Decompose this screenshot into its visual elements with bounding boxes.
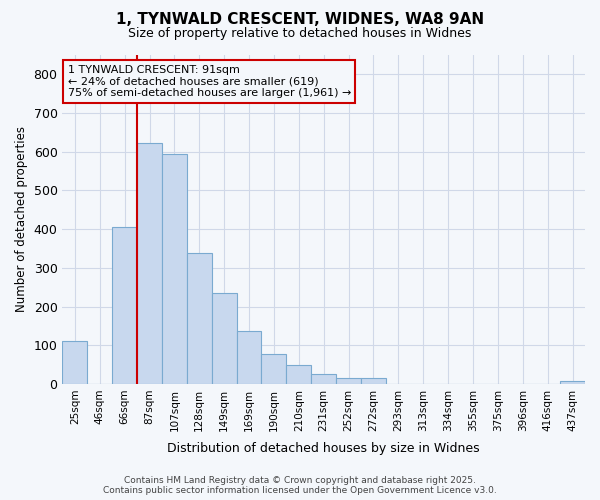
X-axis label: Distribution of detached houses by size in Widnes: Distribution of detached houses by size … [167,442,480,455]
Bar [262,354,286,384]
Bar [62,342,88,384]
Bar [187,253,212,384]
Text: 1, TYNWALD CRESCENT, WIDNES, WA8 9AN: 1, TYNWALD CRESCENT, WIDNES, WA8 9AN [116,12,484,28]
Y-axis label: Number of detached properties: Number of detached properties [15,126,28,312]
Text: Contains HM Land Registry data © Crown copyright and database right 2025.
Contai: Contains HM Land Registry data © Crown c… [103,476,497,495]
Bar [137,143,162,384]
Bar [286,364,311,384]
Bar [311,374,336,384]
Bar [212,293,236,384]
Bar [112,227,137,384]
Text: Size of property relative to detached houses in Widnes: Size of property relative to detached ho… [128,28,472,40]
Bar [336,378,361,384]
Text: 1 TYNWALD CRESCENT: 91sqm
← 24% of detached houses are smaller (619)
75% of semi: 1 TYNWALD CRESCENT: 91sqm ← 24% of detac… [68,65,351,98]
Bar [560,381,585,384]
Bar [361,378,386,384]
Bar [162,154,187,384]
Bar [236,330,262,384]
